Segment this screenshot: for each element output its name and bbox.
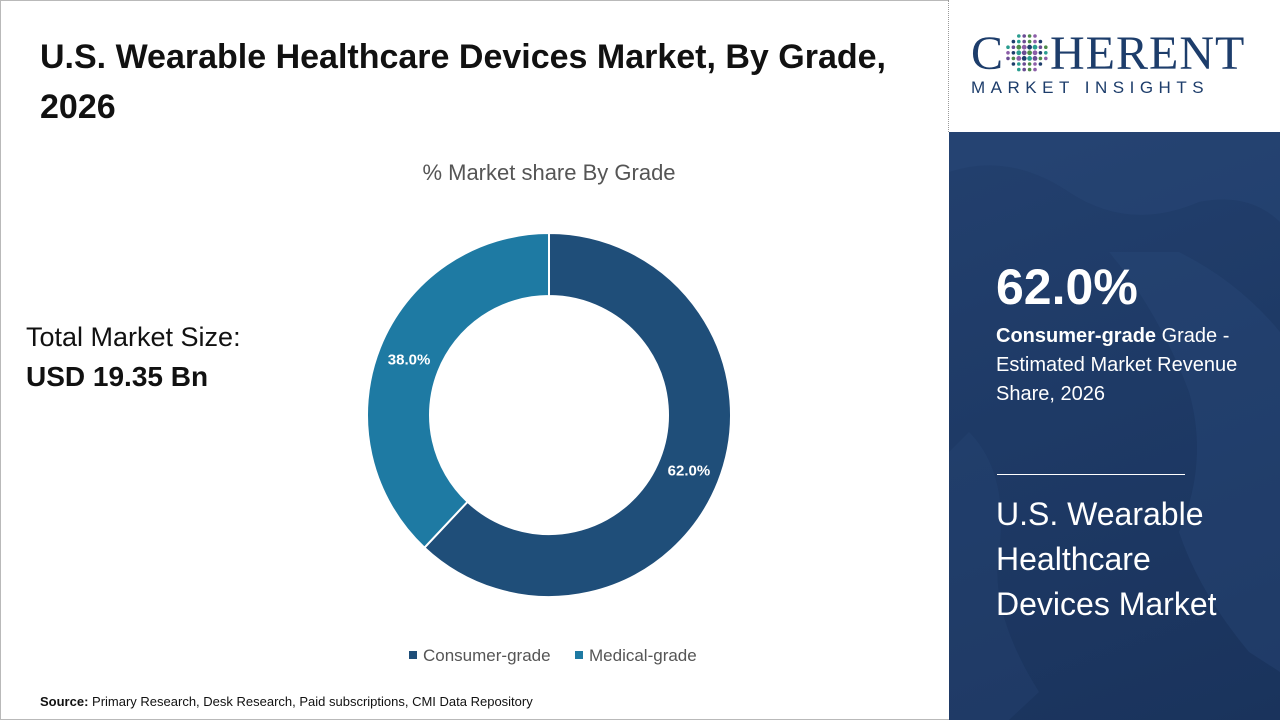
source-text: Primary Research, Desk Research, Paid su… xyxy=(88,694,533,709)
slice-medical-grade xyxy=(366,231,550,550)
panel-divider xyxy=(948,0,949,132)
slice-consumer-grade xyxy=(422,231,732,598)
slice-label-consumer-grade: 62.0% xyxy=(668,462,711,479)
logo-letters-herent: HERENT xyxy=(1050,27,1246,80)
highlight-value: 62.0% xyxy=(996,259,1138,315)
highlight-description: Consumer-grade Grade - Estimated Market … xyxy=(996,322,1266,409)
logo-dots-icon xyxy=(1006,34,1048,72)
panel-rule xyxy=(997,474,1185,475)
total-market-size-value: USD 19.35 Bn xyxy=(26,361,209,392)
source-label: Source: xyxy=(40,694,89,709)
highlight-desc-text: Grade - Estimated Market Revenue Share, … xyxy=(996,325,1238,405)
logo-wordmark: C HERENT xyxy=(971,28,1245,80)
logo-letter-c: C xyxy=(971,27,1005,80)
highlight-panel: 62.0% Consumer-grade Grade - Estimated M… xyxy=(949,132,1280,720)
map-background-icon xyxy=(949,132,1280,720)
legend-swatch-consumer-grade xyxy=(409,651,417,659)
donut-chart: % Market share By Grade 62.0% 38.0% Consu… xyxy=(366,160,732,665)
total-market-size-label: Total Market Size: xyxy=(26,322,241,352)
source-note: Source: Primary Research, Desk Research,… xyxy=(40,694,533,709)
panel-market-name: U.S. Wearable Healthcare Devices Market xyxy=(996,496,1217,622)
legend-label-medical-grade: Medical-grade xyxy=(589,646,697,665)
page-title: U.S. Wearable Healthcare Devices Market,… xyxy=(40,38,886,126)
logo-subtitle: MARKET INSIGHTS xyxy=(971,78,1210,97)
highlight-segment: Consumer-grade xyxy=(996,325,1157,347)
legend-label-consumer-grade: Consumer-grade xyxy=(423,646,551,665)
brand-logo: C HERENT MARKET INSIGHTS xyxy=(949,0,1280,132)
chart-title: % Market share By Grade xyxy=(422,160,675,185)
slice-label-medical-grade: 38.0% xyxy=(388,352,431,369)
legend-swatch-medical-grade xyxy=(575,651,583,659)
